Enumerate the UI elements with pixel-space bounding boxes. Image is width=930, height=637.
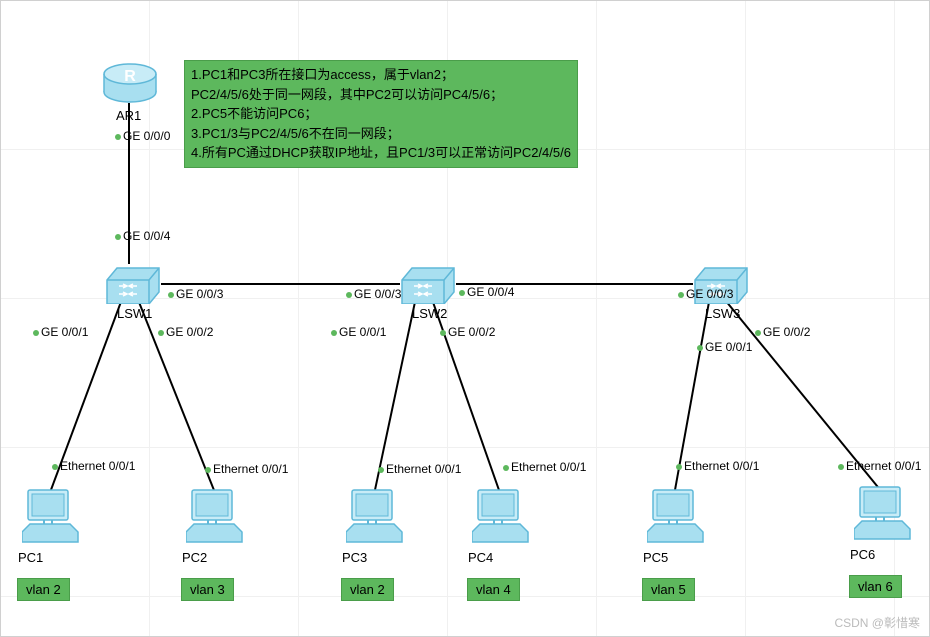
router-ar1[interactable]: R — [102, 62, 158, 104]
pc-label: PC1 — [18, 550, 43, 565]
instruction-line: 1.PC1和PC3所在接口为access，属于vlan2； — [191, 65, 571, 85]
port-dot-icon — [158, 330, 164, 336]
port-dot-icon — [755, 330, 761, 336]
port-dot-icon — [838, 464, 844, 470]
port-dot-icon — [205, 467, 211, 473]
port-label: GE 0/0/4 — [115, 229, 170, 243]
port-label: GE 0/0/3 — [346, 287, 401, 301]
switch-label: LSW1 — [117, 306, 152, 321]
port-label: GE 0/0/2 — [440, 325, 495, 339]
port-dot-icon — [346, 292, 352, 298]
pc-1[interactable] — [22, 488, 80, 544]
instruction-textbox: 1.PC1和PC3所在接口为access，属于vlan2； PC2/4/5/6处… — [184, 60, 578, 168]
port-dot-icon — [676, 464, 682, 470]
port-label: GE 0/0/3 — [168, 287, 223, 301]
port-dot-icon — [503, 465, 509, 471]
pc-label: PC2 — [182, 550, 207, 565]
port-label: Ethernet 0/0/1 — [378, 462, 461, 476]
port-dot-icon — [678, 292, 684, 298]
vlan-label: vlan 3 — [181, 578, 234, 601]
port-label: GE 0/0/3 — [678, 287, 733, 301]
pc-label: PC4 — [468, 550, 493, 565]
pc-5[interactable] — [647, 488, 705, 544]
svg-text:R: R — [124, 68, 136, 85]
switch-label: LSW3 — [705, 306, 740, 321]
port-label: GE 0/0/2 — [755, 325, 810, 339]
vlan-label: vlan 6 — [849, 575, 902, 598]
port-label: GE 0/0/0 — [115, 129, 170, 143]
pc-label: PC5 — [643, 550, 668, 565]
instruction-line: 3.PC1/3与PC2/4/5/6不在同一网段； — [191, 124, 571, 144]
vlan-label: vlan 5 — [642, 578, 695, 601]
port-dot-icon — [115, 134, 121, 140]
port-dot-icon — [459, 290, 465, 296]
port-label: GE 0/0/1 — [697, 340, 752, 354]
switch-label: LSW2 — [412, 306, 447, 321]
port-dot-icon — [168, 292, 174, 298]
instruction-line: PC2/4/5/6处于同一网段，其中PC2可以访问PC4/5/6； — [191, 85, 571, 105]
port-dot-icon — [440, 330, 446, 336]
port-label: Ethernet 0/0/1 — [205, 462, 288, 476]
port-dot-icon — [378, 467, 384, 473]
port-dot-icon — [33, 330, 39, 336]
port-label: Ethernet 0/0/1 — [676, 459, 759, 473]
port-dot-icon — [331, 330, 337, 336]
instruction-line: 2.PC5不能访问PC6； — [191, 104, 571, 124]
vlan-label: vlan 4 — [467, 578, 520, 601]
pc-2[interactable] — [186, 488, 244, 544]
port-label: GE 0/0/1 — [33, 325, 88, 339]
pc-label: PC6 — [850, 547, 875, 562]
instruction-line: 4.所有PC通过DHCP获取IP地址，且PC1/3可以正常访问PC2/4/5/6 — [191, 143, 571, 163]
switch-lsw2[interactable] — [400, 262, 456, 304]
port-label: Ethernet 0/0/1 — [838, 459, 921, 473]
port-label: Ethernet 0/0/1 — [503, 460, 586, 474]
port-dot-icon — [52, 464, 58, 470]
pc-label: PC3 — [342, 550, 367, 565]
vlan-label: vlan 2 — [17, 578, 70, 601]
port-dot-icon — [115, 234, 121, 240]
network-link — [161, 283, 400, 285]
switch-lsw1[interactable] — [105, 262, 161, 304]
port-label: GE 0/0/1 — [331, 325, 386, 339]
port-label: GE 0/0/2 — [158, 325, 213, 339]
port-label: Ethernet 0/0/1 — [52, 459, 135, 473]
port-label: GE 0/0/4 — [459, 285, 514, 299]
port-dot-icon — [697, 345, 703, 351]
router-label: AR1 — [116, 108, 141, 123]
pc-4[interactable] — [472, 488, 530, 544]
vlan-label: vlan 2 — [341, 578, 394, 601]
pc-3[interactable] — [346, 488, 404, 544]
watermark: CSDN @彰惜寒 — [834, 614, 920, 631]
pc-6[interactable] — [854, 485, 912, 541]
